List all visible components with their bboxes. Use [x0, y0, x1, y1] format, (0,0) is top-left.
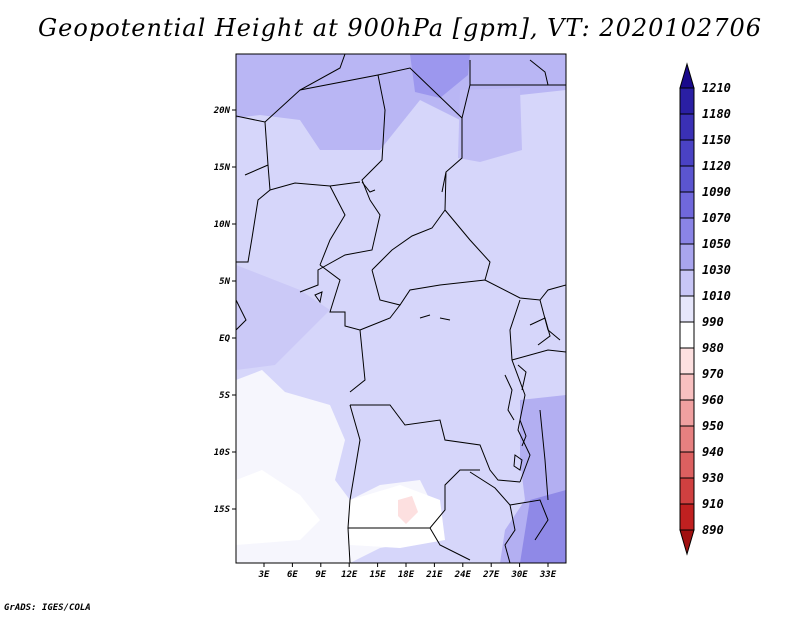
colorbar-label: 1150 [702, 133, 731, 147]
lon-tick-label: 24E [454, 570, 472, 580]
lon-tick-label: 21E [425, 570, 443, 580]
colorbar-swatch [679, 191, 695, 219]
colorbar-label: 950 [702, 419, 724, 433]
colorbar-swatch [679, 425, 695, 453]
map-title: Geopotential Height at 900hPa [gpm], VT:… [38, 14, 762, 42]
colorbar-label: 1050 [702, 237, 731, 251]
colorbar-label: 1120 [702, 159, 731, 173]
lat-tick-label: EQ [219, 334, 230, 344]
lon-tick-label: 30E [510, 570, 528, 580]
map-frame [235, 53, 567, 564]
colorbar-bottom-triangle [679, 529, 695, 556]
field-southwest-min [236, 470, 320, 545]
colorbar-swatch [679, 373, 695, 401]
lon-tick-label: 15E [369, 570, 386, 580]
lon-tick-label: 9E [315, 570, 326, 580]
latitude-ticks: 20N 15N 10N 5N EQ 5S 10S 15S [213, 106, 236, 515]
lat-tick-label: 20N [213, 106, 231, 116]
lon-tick-label: 33E [539, 570, 557, 580]
colorbar-swatch [679, 139, 695, 167]
colorbar-swatch [679, 269, 695, 297]
field-southeast-max [520, 490, 566, 563]
colorbar-label: 980 [702, 341, 724, 355]
height-field [236, 54, 566, 563]
lat-tick-label: 5N [219, 277, 230, 287]
colorbar-label: 990 [702, 315, 724, 329]
colorbar-label: 1210 [702, 81, 731, 95]
colorbar-swatch [679, 399, 695, 427]
colorbar-swatch [679, 113, 695, 141]
lon-tick-label: 27E [482, 570, 500, 580]
borders [236, 54, 566, 563]
lat-tick-label: 15N [214, 163, 231, 173]
lat-tick-label: 15S [214, 505, 231, 515]
colorbar-swatch [679, 477, 695, 505]
colorbar-label: 1070 [702, 211, 731, 225]
lon-tick-label: 3E [258, 570, 270, 580]
colorbar-swatch [679, 503, 695, 531]
colorbar-swatch [679, 243, 695, 271]
colorbar-top-triangle [679, 62, 695, 89]
field-north-band [236, 54, 566, 150]
lat-tick-label: 5S [219, 391, 230, 401]
field-northeast-band [458, 88, 522, 162]
colorbar-swatch [679, 451, 695, 479]
colorbar-label: 1180 [702, 107, 731, 121]
colorbar-label: 890 [702, 523, 724, 537]
colorbar-swatch [679, 347, 695, 375]
colorbar-swatch [679, 165, 695, 193]
colorbar-label: 1010 [702, 289, 731, 303]
field-pink-patch [398, 496, 418, 524]
lat-tick-label: 10S [214, 448, 231, 458]
colorbar-swatch [679, 295, 695, 323]
lon-tick-label: 18E [398, 570, 415, 580]
colorbar: 1210 1180 1150 1120 1090 1070 1050 1030 1010 990 9… [679, 62, 731, 556]
colorbar-label: 1030 [702, 263, 731, 277]
lat-tick-label: 10N [214, 220, 231, 230]
colorbar-label: 960 [702, 393, 724, 407]
lakes [314, 181, 551, 471]
grads-credit: GrADS: IGES/COLA [4, 603, 91, 613]
field-north-max [410, 54, 470, 98]
colorbar-label: 940 [702, 445, 724, 459]
colorbar-swatch [679, 217, 695, 245]
lon-tick-label: 6E [287, 570, 298, 580]
colorbar-swatch [679, 87, 695, 115]
colorbar-label: 1090 [702, 185, 731, 199]
longitude-ticks: 3E 6E 9E 12E 15E 18E 21E 24E 27E 30E 33E [258, 563, 557, 580]
colorbar-label: 910 [702, 497, 724, 511]
lon-tick-label: 12E [341, 570, 358, 580]
colorbar-swatch [679, 321, 695, 349]
colorbar-label: 970 [702, 367, 724, 381]
colorbar-label: 930 [702, 471, 724, 485]
field-south-min [350, 485, 445, 548]
field-west-coast [236, 265, 330, 370]
